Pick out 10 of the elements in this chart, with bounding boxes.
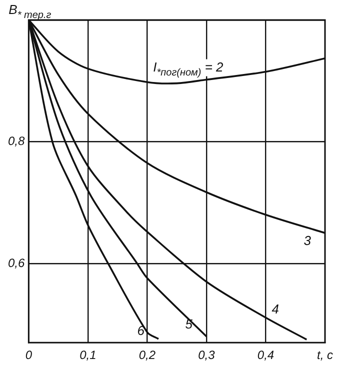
x-tick-label: 0 [25,348,32,362]
x-tick-label: 0,1 [80,348,96,362]
x-axis-title: t, c [316,348,334,362]
y-tick-label: 0,8 [8,134,25,148]
series-label: 3 [304,233,312,248]
x-tick-label: 0,4 [257,348,274,362]
x-tick-label: 0,3 [198,348,216,362]
series-label: 4 [272,302,279,317]
y-tick-label: 0,6 [8,256,25,270]
x-tick-label: 0,2 [138,348,156,362]
